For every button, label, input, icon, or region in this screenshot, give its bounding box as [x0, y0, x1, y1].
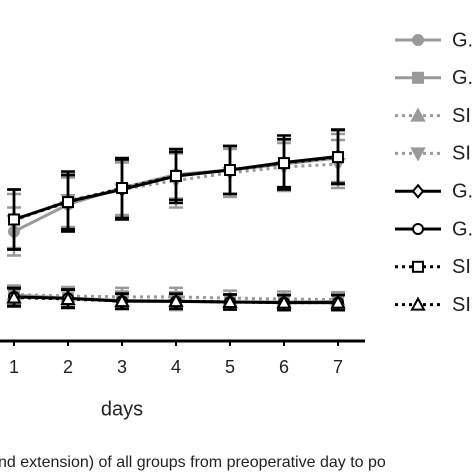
- x-tick-label: 4: [171, 357, 181, 377]
- x-tick-label: 6: [279, 357, 289, 377]
- caption: nd extension) of all groups from preoper…: [0, 454, 386, 471]
- legend-marker: [410, 107, 426, 122]
- series: [7, 128, 345, 251]
- x-tick-label: 5: [225, 357, 235, 377]
- legend-marker: [412, 260, 424, 273]
- legend: G. G. SI SI G. G. SI SI: [395, 29, 473, 316]
- marker: [60, 290, 76, 305]
- marker: [114, 293, 130, 308]
- marker: [276, 294, 292, 309]
- marker: [116, 182, 128, 194]
- plot-area: 1 2 3 4 5 6 7: [0, 128, 365, 377]
- legend-label: G.: [452, 29, 473, 51]
- legend-marker: [412, 71, 424, 84]
- legend-label: SI: [452, 256, 471, 278]
- legend-marker: [410, 296, 426, 311]
- marker: [170, 170, 182, 182]
- marker: [168, 293, 184, 308]
- marker: [332, 151, 344, 164]
- legend-marker: [412, 34, 424, 46]
- legend-label: G.: [452, 180, 473, 202]
- series: [6, 287, 346, 312]
- x-tick-label: 3: [117, 357, 127, 377]
- x-tick-label: 1: [9, 357, 19, 377]
- legend-marker: [410, 147, 426, 162]
- legend-marker: [412, 223, 424, 235]
- legend-label: G.: [452, 218, 473, 240]
- legend-label: SI: [452, 294, 471, 316]
- legend-label: SI: [452, 143, 471, 165]
- legend-label: SI: [452, 105, 471, 127]
- legend-marker: [411, 183, 425, 199]
- legend-label: G.: [452, 67, 473, 89]
- marker: [6, 289, 22, 304]
- x-tick-label: 7: [333, 357, 343, 377]
- marker: [8, 213, 20, 226]
- marker: [222, 293, 238, 308]
- marker: [62, 196, 74, 209]
- marker: [330, 294, 346, 309]
- x-tick-label: 2: [63, 357, 73, 377]
- x-axis-label: days: [101, 398, 143, 420]
- marker: [278, 157, 290, 170]
- marker: [224, 164, 236, 176]
